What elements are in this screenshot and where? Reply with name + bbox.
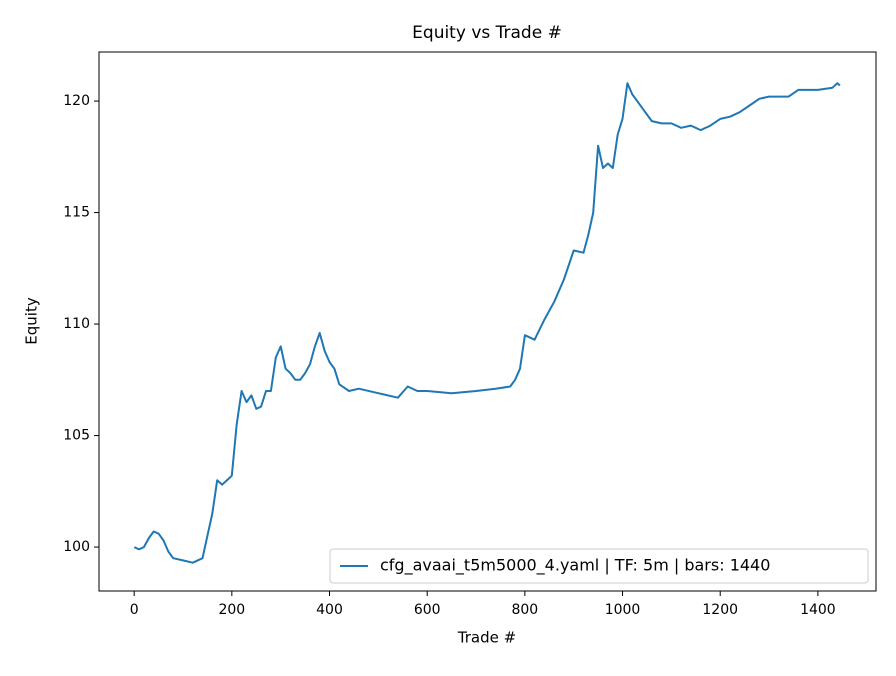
x-tick-label: 800 bbox=[511, 602, 538, 618]
plot-frame bbox=[98, 51, 877, 592]
x-tick-label: 200 bbox=[218, 602, 245, 618]
x-axis-label: Trade # bbox=[457, 629, 516, 647]
y-axis-label: Equity bbox=[23, 297, 41, 345]
x-tick-label: 1200 bbox=[702, 602, 738, 618]
x-tick-label: 600 bbox=[414, 602, 441, 618]
x-tick-label: 1400 bbox=[800, 602, 836, 618]
legend-label: cfg_avaai_t5m5000_4.yaml | TF: 5m | bars… bbox=[380, 556, 770, 576]
chart-title: Equity vs Trade # bbox=[412, 23, 562, 43]
data-line bbox=[133, 82, 841, 564]
y-tick-label: 105 bbox=[63, 428, 90, 444]
x-tick-label: 400 bbox=[316, 602, 343, 618]
y-tick-label: 110 bbox=[63, 316, 90, 332]
y-tick-label: 120 bbox=[63, 93, 90, 109]
legend-box bbox=[329, 548, 869, 584]
x-tick-label: 0 bbox=[130, 602, 139, 618]
y-tick-label: 115 bbox=[63, 205, 90, 221]
x-tick-label: 1000 bbox=[605, 602, 641, 618]
legend: cfg_avaai_t5m5000_4.yaml | TF: 5m | bars… bbox=[329, 548, 869, 584]
y-tick-label: 100 bbox=[63, 539, 90, 555]
